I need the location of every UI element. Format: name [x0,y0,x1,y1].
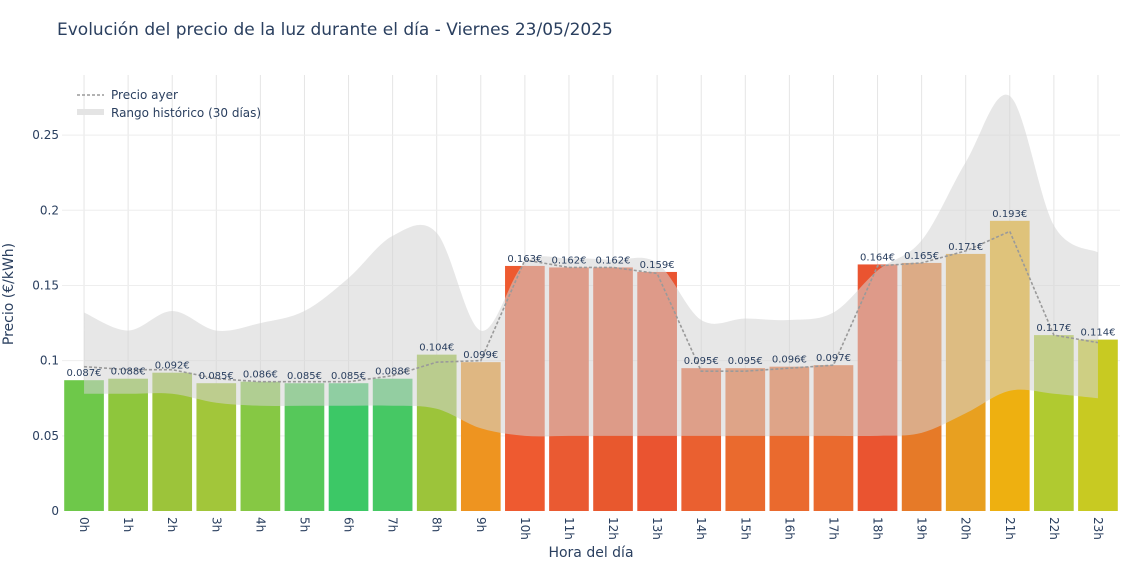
legend[interactable]: Precio ayer Rango histórico (30 días) [77,88,261,120]
value-label: 0.095€ [728,356,763,367]
x-tick-label: 18h [871,517,885,540]
value-label: 0.085€ [199,371,234,382]
x-tick-label: 9h [474,517,488,532]
x-tick-label: 5h [297,517,311,532]
x-tick-label: 17h [826,517,840,540]
x-tick-label: 4h [253,517,267,532]
value-label: 0.163€ [507,254,542,265]
x-axis-title: Hora del día [548,545,633,561]
value-label: 0.088€ [375,367,410,378]
value-label: 0.085€ [287,371,322,382]
x-tick-label: 23h [1091,517,1105,540]
x-tick-label: 22h [1047,517,1061,540]
value-label: 0.114€ [1080,328,1115,339]
y-axis-title: Precio (€/kWh) [1,243,17,345]
value-label: 0.162€ [596,255,631,266]
bar-3h [196,383,237,511]
value-label: 0.117€ [1036,323,1071,334]
value-label: 0.171€ [948,242,983,253]
y-tick-label: 0.1 [40,354,59,368]
chart-title: Evolución del precio de la luz durante e… [57,20,613,40]
legend-yesterday-label: Precio ayer [111,88,178,102]
value-label: 0.104€ [419,343,454,354]
value-label: 0.162€ [551,255,586,266]
value-label: 0.099€ [463,350,498,361]
value-label: 0.086€ [243,370,278,381]
x-tick-label: 13h [650,517,664,540]
value-labels-layer: 0.087€ 0.088€ 0.092€ 0.085€ 0.086€ 0.085€ 0.08… [67,209,1116,382]
value-label: 0.164€ [860,252,895,263]
value-label: 0.092€ [155,361,190,372]
value-label: 0.095€ [684,356,719,367]
x-tick-label: 20h [959,517,973,540]
value-label: 0.085€ [331,371,366,382]
yesterday-price-line [83,230,1099,383]
x-tick-label: 8h [430,517,444,532]
axes-layer: 0 0.05 0.1 0.15 0.2 0.25 0h 1h 2h 3h 4h 5h 6h 7h 8h 9h 1… [32,128,1105,540]
y-tick-label: 0.15 [32,278,59,292]
x-tick-label: 19h [915,517,929,540]
value-label: 0.088€ [111,367,146,378]
y-tick-label: 0 [51,504,59,518]
y-tick-label: 0.25 [32,128,59,142]
x-tick-label: 16h [782,517,796,540]
bar-0h [64,380,104,511]
y-tick-label: 0.2 [40,203,59,217]
x-tick-label: 21h [1003,517,1017,540]
x-tick-label: 6h [342,517,356,532]
x-tick-label: 7h [386,517,400,532]
value-label: 0.159€ [640,260,675,271]
legend-range-label: Rango histórico (30 días) [111,106,261,120]
x-tick-label: 11h [562,517,576,540]
value-label: 0.193€ [992,209,1027,220]
x-tick-label: 15h [738,517,752,540]
value-label: 0.087€ [67,368,102,379]
value-label: 0.165€ [904,251,939,262]
x-tick-label: 3h [209,517,223,532]
x-tick-label: 14h [694,517,708,540]
bar-1h [108,378,148,511]
x-tick-label: 10h [518,517,532,540]
historical-range-band [84,94,1098,437]
x-tick-label: 0h [77,517,91,532]
x-tick-label: 2h [165,517,179,532]
historical-range-layer [84,94,1098,437]
x-tick-label: 1h [121,517,135,532]
legend-range-swatch [77,109,104,115]
value-label: 0.096€ [772,355,807,366]
x-tick-label: 12h [606,517,620,540]
y-tick-label: 0.05 [32,429,59,443]
value-label: 0.097€ [816,353,851,364]
yesterday-line-layer [83,230,1099,383]
